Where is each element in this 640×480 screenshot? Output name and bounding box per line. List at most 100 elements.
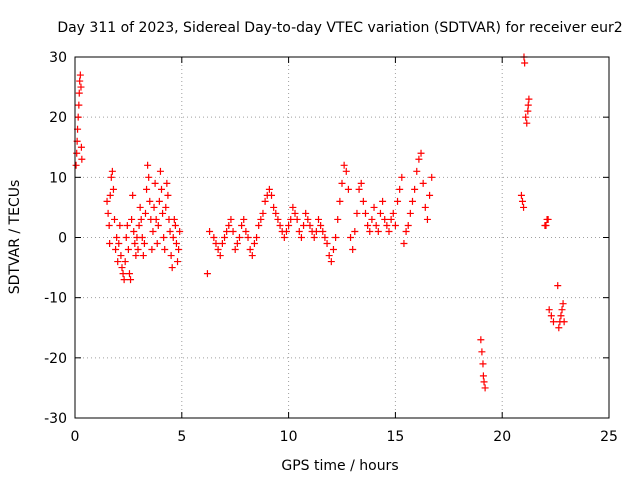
x-tick-label: 25 <box>600 429 618 445</box>
data-point <box>119 270 127 278</box>
data-point <box>522 113 530 121</box>
data-point <box>312 227 320 235</box>
data-point <box>116 221 124 229</box>
data-point <box>128 215 136 223</box>
data-point <box>223 227 231 235</box>
data-point <box>216 252 224 260</box>
y-tick-label: -10 <box>44 291 67 307</box>
data-point <box>155 197 163 205</box>
data-point <box>383 221 391 229</box>
data-point <box>141 209 149 217</box>
data-point <box>289 203 297 211</box>
data-point <box>169 234 177 241</box>
data-point <box>376 209 384 217</box>
data-point <box>225 221 233 229</box>
data-point <box>106 191 114 199</box>
data-point <box>175 246 183 254</box>
data-point <box>250 240 258 248</box>
data-point <box>78 155 86 163</box>
data-point <box>166 227 174 235</box>
data-point <box>361 209 369 217</box>
data-point <box>545 306 553 314</box>
data-point <box>381 215 389 223</box>
data-point <box>129 191 137 199</box>
data-point <box>481 384 489 392</box>
data-point <box>349 246 357 254</box>
data-point <box>419 179 427 187</box>
data-point <box>161 246 169 254</box>
data-point <box>105 221 113 229</box>
data-point <box>121 258 129 266</box>
data-point <box>137 215 145 223</box>
data-point <box>524 101 532 109</box>
data-point <box>242 227 250 235</box>
data-point <box>167 252 175 260</box>
data-point <box>518 197 526 205</box>
data-point <box>426 191 434 199</box>
data-point <box>238 221 246 229</box>
data-point <box>379 197 387 205</box>
data-point <box>120 276 128 284</box>
data-point <box>146 197 154 205</box>
data-point <box>74 113 82 121</box>
data-point <box>108 167 116 175</box>
data-point <box>477 336 485 344</box>
data-point <box>479 372 487 380</box>
data-point <box>112 246 120 254</box>
data-point <box>391 221 399 229</box>
data-point <box>115 240 123 248</box>
data-point <box>75 89 83 97</box>
data-point <box>302 209 310 217</box>
data-point <box>265 185 273 193</box>
data-point <box>323 240 331 248</box>
data-point <box>153 240 161 248</box>
data-point <box>229 227 237 235</box>
data-point <box>304 215 312 223</box>
data-point <box>520 203 528 211</box>
data-point <box>559 300 567 308</box>
data-point <box>150 203 158 211</box>
data-point <box>525 95 533 103</box>
data-point <box>130 227 138 235</box>
data-point <box>109 185 117 193</box>
data-point <box>171 221 179 229</box>
data-point <box>357 179 365 187</box>
y-tick-label: -30 <box>44 411 67 427</box>
data-point <box>111 215 119 223</box>
plot-frame <box>74 56 610 419</box>
data-point <box>287 215 295 223</box>
data-point <box>240 215 248 223</box>
data-point <box>413 167 421 175</box>
data-point <box>151 179 159 187</box>
x-tick-label: 0 <box>71 429 80 445</box>
data-point <box>423 215 431 223</box>
data-point <box>246 246 254 254</box>
data-point <box>400 240 408 248</box>
x-tick-label: 15 <box>386 429 404 445</box>
data-point <box>106 240 114 248</box>
data-point <box>149 227 157 235</box>
data-point <box>315 215 323 223</box>
x-tick-label: 10 <box>280 429 298 445</box>
data-point <box>134 246 142 254</box>
data-point <box>306 221 314 229</box>
data-point <box>214 246 222 254</box>
data-point <box>351 227 359 235</box>
data-point <box>160 234 168 241</box>
data-point <box>255 221 263 229</box>
data-point <box>295 227 303 235</box>
data-point <box>107 173 115 181</box>
data-point <box>125 270 133 278</box>
data-point <box>159 209 167 217</box>
data-point <box>233 240 241 248</box>
data-point <box>136 203 144 211</box>
data-point <box>131 240 139 248</box>
data-point <box>253 234 261 241</box>
data-point <box>140 240 148 248</box>
data-point <box>148 246 156 254</box>
data-point <box>385 227 393 235</box>
data-point <box>212 240 220 248</box>
data-point <box>560 318 568 326</box>
data-point <box>396 185 404 193</box>
data-point <box>523 119 531 127</box>
